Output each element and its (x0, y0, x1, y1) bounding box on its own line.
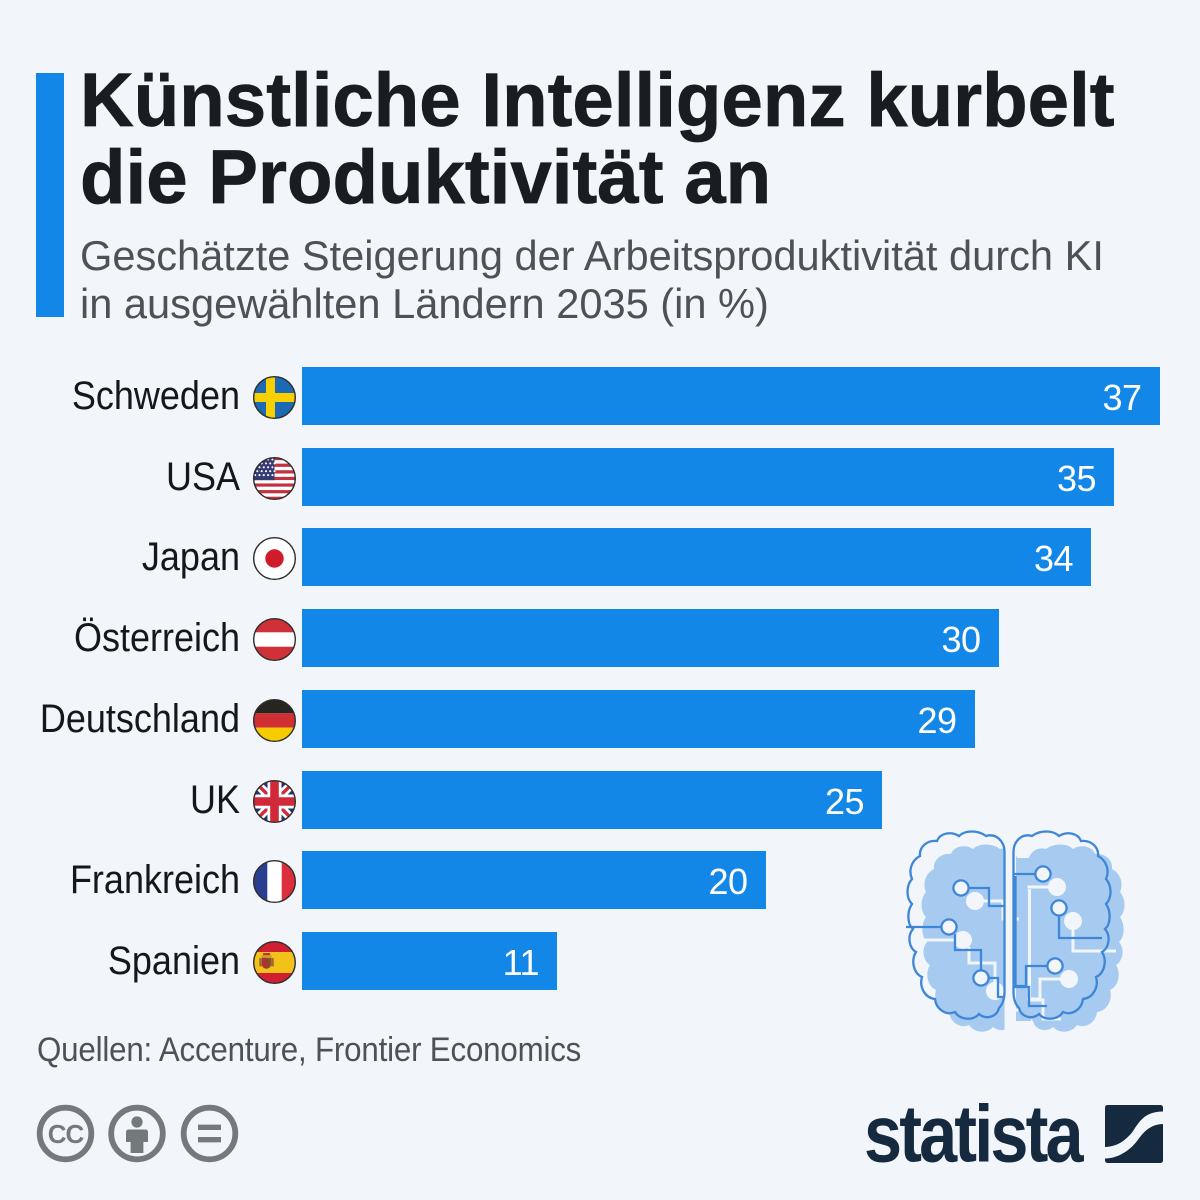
svg-text:CC: CC (48, 1119, 85, 1149)
